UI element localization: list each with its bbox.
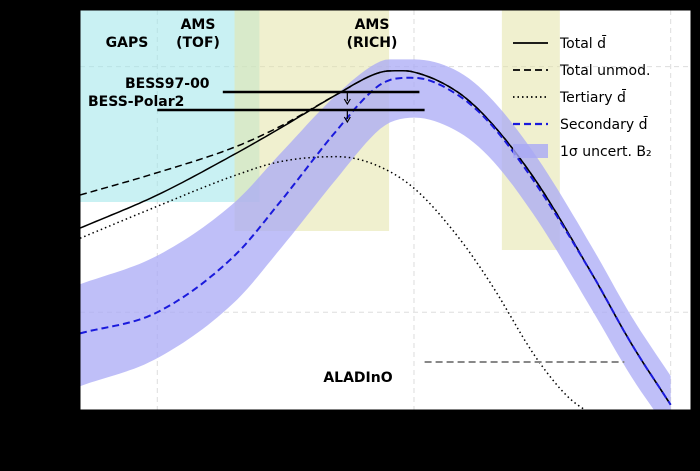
plot-frame — [79, 9, 692, 411]
limit-label-1: BESS-Polar2 — [88, 94, 184, 110]
legend-label-2: Tertiary d̄ — [559, 88, 626, 106]
limit-lines: BESS97-00 BESS-Polar2 — [88, 76, 425, 124]
limit-arrow-head-1 — [343, 116, 351, 124]
region-label-0-0: GAPS — [106, 35, 149, 51]
limit-label-0: BESS97-00 — [125, 76, 210, 92]
aladino-label: ALADInO — [323, 370, 392, 386]
series-lines — [80, 69, 672, 410]
region-0 — [80, 10, 260, 202]
series-line-2 — [80, 155, 587, 410]
series-line-3 — [80, 76, 672, 406]
legend-label-0: Total d̄ — [559, 34, 607, 52]
legend-label-1: Total unmod. — [559, 63, 650, 79]
legend-swatch-4 — [513, 144, 548, 158]
legend-label-3: Secondary d̄ — [560, 115, 648, 133]
region-label-2-1: (RICH) — [347, 35, 398, 51]
legend-label-4: 1σ uncert. B₂ — [560, 144, 652, 160]
region-label-1-0: AMS — [181, 17, 216, 33]
limit-arrow-head-0 — [343, 98, 351, 106]
region-label-2-0: AMS — [355, 17, 390, 33]
series-line-1 — [80, 69, 672, 406]
legend: Total d̄ Total unmod. Tertiary d̄ Secondary… — [513, 34, 652, 160]
annotations: GAPS AMS (TOF) AMS (RICH) ALADInO — [106, 17, 625, 386]
region-label-1-1: (TOF) — [176, 35, 220, 51]
